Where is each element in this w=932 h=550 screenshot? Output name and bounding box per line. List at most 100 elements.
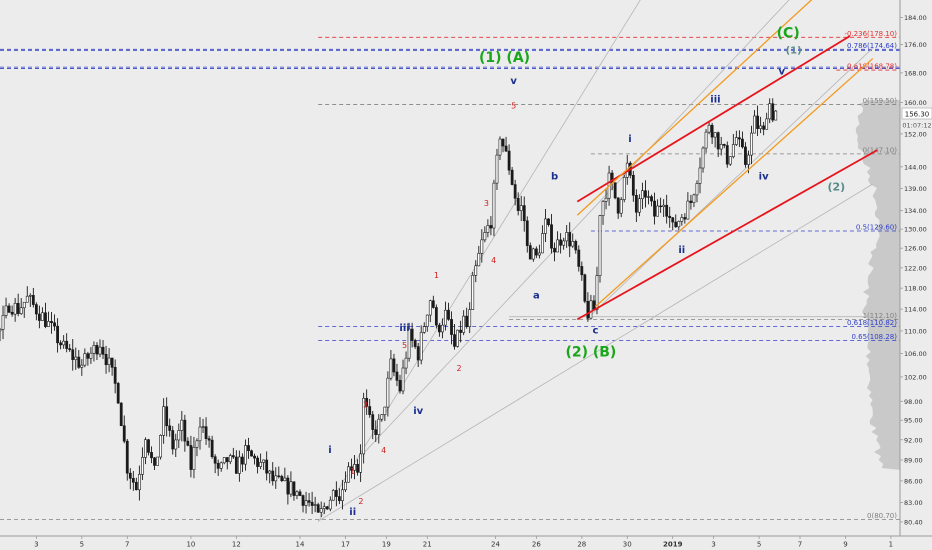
price-candle[interactable] bbox=[583, 273, 587, 304]
price-candle[interactable] bbox=[344, 471, 347, 493]
price-candle[interactable] bbox=[41, 307, 44, 321]
price-candle[interactable] bbox=[53, 314, 56, 331]
price-candle[interactable] bbox=[374, 420, 378, 442]
price-candle[interactable] bbox=[516, 192, 520, 216]
price-candle[interactable] bbox=[768, 98, 772, 124]
price-candle[interactable] bbox=[192, 436, 196, 479]
price-candle[interactable] bbox=[34, 302, 38, 321]
price-candle[interactable] bbox=[631, 170, 635, 202]
price-candle[interactable] bbox=[483, 226, 487, 243]
price-candle[interactable] bbox=[734, 130, 738, 146]
price-candle[interactable] bbox=[28, 293, 32, 307]
price-candle[interactable] bbox=[237, 450, 241, 482]
price-candle[interactable] bbox=[262, 459, 266, 471]
price-candle[interactable] bbox=[210, 435, 214, 459]
price-candle[interactable] bbox=[144, 437, 147, 465]
price-candle[interactable] bbox=[513, 179, 517, 206]
price-candle[interactable] bbox=[519, 195, 523, 222]
price-candle[interactable] bbox=[713, 132, 717, 148]
price-candle[interactable] bbox=[456, 329, 459, 348]
trend-channel-orange-lower[interactable] bbox=[595, 58, 874, 307]
price-candle[interactable] bbox=[653, 192, 656, 225]
price-candle[interactable] bbox=[507, 144, 511, 175]
price-candle[interactable] bbox=[353, 454, 356, 480]
y-axis[interactable]: 184.00 176.00 168.00 160.00 152.00 144.00 139.… bbox=[900, 14, 927, 526]
price-candle[interactable] bbox=[677, 220, 681, 231]
price-candle[interactable] bbox=[56, 318, 59, 353]
price-candle[interactable] bbox=[198, 417, 202, 450]
price-candle[interactable] bbox=[744, 142, 747, 168]
price-candle[interactable] bbox=[556, 231, 559, 253]
price-candle[interactable] bbox=[401, 359, 405, 395]
price-candle[interactable] bbox=[413, 338, 417, 349]
price-candle[interactable] bbox=[680, 214, 684, 226]
price-candle[interactable] bbox=[62, 335, 66, 349]
price-candle[interactable] bbox=[544, 209, 547, 242]
price-candle[interactable] bbox=[104, 345, 108, 374]
price-candle[interactable] bbox=[589, 294, 593, 320]
trend-channel-orange-upper[interactable] bbox=[576, 0, 813, 216]
price-candle[interactable] bbox=[283, 467, 287, 482]
price-candle[interactable] bbox=[204, 417, 208, 445]
price-candle[interactable] bbox=[380, 414, 384, 422]
price-candle[interactable] bbox=[325, 505, 329, 510]
price-candle[interactable] bbox=[107, 348, 111, 373]
price-candle[interactable] bbox=[234, 450, 238, 474]
price-candle[interactable] bbox=[22, 301, 26, 318]
price-candle[interactable] bbox=[428, 299, 432, 323]
price-candle[interactable] bbox=[110, 357, 114, 376]
price-candle[interactable] bbox=[337, 488, 341, 505]
price-candle[interactable] bbox=[201, 418, 205, 433]
price-candle[interactable] bbox=[719, 136, 723, 156]
price-candle[interactable] bbox=[586, 292, 590, 322]
price-candle[interactable] bbox=[228, 453, 232, 465]
price-candle[interactable] bbox=[601, 200, 605, 225]
price-candle[interactable] bbox=[350, 458, 353, 479]
price-candle[interactable] bbox=[562, 237, 566, 250]
price-candle[interactable] bbox=[704, 129, 708, 153]
price-candle[interactable] bbox=[44, 302, 47, 329]
price-candle[interactable] bbox=[95, 342, 99, 361]
price-candle[interactable] bbox=[122, 415, 126, 444]
price-candle[interactable] bbox=[116, 381, 120, 404]
price-candle[interactable] bbox=[407, 322, 411, 362]
price-candle[interactable] bbox=[674, 214, 678, 228]
price-candle[interactable] bbox=[613, 182, 617, 200]
price-candle[interactable] bbox=[750, 125, 753, 165]
price-candle[interactable] bbox=[65, 333, 69, 353]
price-candle[interactable] bbox=[98, 339, 102, 358]
price-candle[interactable] bbox=[444, 301, 447, 331]
price-candle[interactable] bbox=[101, 340, 105, 360]
price-candle[interactable] bbox=[641, 182, 644, 210]
price-candle[interactable] bbox=[728, 156, 732, 166]
price-candle[interactable] bbox=[547, 218, 550, 227]
price-candle[interactable] bbox=[425, 314, 429, 332]
price-candle[interactable] bbox=[771, 98, 775, 123]
price-candle[interactable] bbox=[225, 457, 229, 470]
price-candle[interactable] bbox=[277, 466, 281, 479]
price-candle[interactable] bbox=[686, 192, 690, 220]
price-candle[interactable] bbox=[371, 411, 375, 440]
price-candle[interactable] bbox=[298, 489, 302, 497]
price-candle[interactable] bbox=[725, 141, 729, 168]
price-candle[interactable] bbox=[265, 451, 269, 481]
price-candle[interactable] bbox=[310, 491, 314, 515]
price-candle[interactable] bbox=[698, 157, 702, 194]
price-candle[interactable] bbox=[165, 397, 169, 437]
price-candle[interactable] bbox=[668, 206, 672, 228]
price-candle[interactable] bbox=[774, 109, 778, 121]
price-candle[interactable] bbox=[159, 434, 163, 460]
price-candle[interactable] bbox=[47, 311, 50, 328]
price-candle[interactable] bbox=[453, 324, 456, 350]
price-candle[interactable] bbox=[222, 457, 226, 465]
price-candle[interactable] bbox=[716, 131, 720, 158]
price-candle[interactable] bbox=[662, 199, 666, 217]
price-candle[interactable] bbox=[4, 297, 8, 319]
price-candle[interactable] bbox=[637, 194, 641, 217]
price-candle[interactable] bbox=[759, 116, 763, 134]
price-candle[interactable] bbox=[622, 174, 626, 203]
price-candle[interactable] bbox=[510, 166, 514, 186]
price-candle[interactable] bbox=[568, 222, 572, 258]
price-candle[interactable] bbox=[153, 456, 156, 471]
price-candle[interactable] bbox=[328, 496, 332, 512]
